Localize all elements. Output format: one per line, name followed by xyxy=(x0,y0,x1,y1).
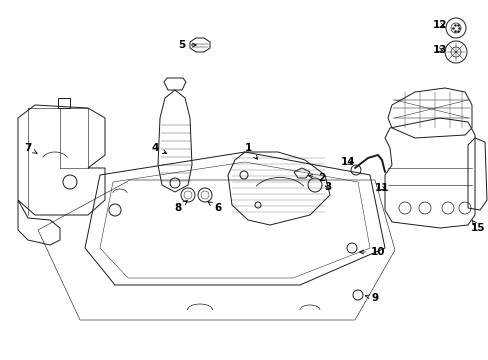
Text: 10: 10 xyxy=(359,247,385,257)
Text: 5: 5 xyxy=(178,40,196,50)
Text: 6: 6 xyxy=(208,202,221,213)
Text: 7: 7 xyxy=(24,143,37,153)
Text: 4: 4 xyxy=(151,143,166,154)
Text: 9: 9 xyxy=(365,293,378,303)
Text: 14: 14 xyxy=(340,157,355,167)
Text: 13: 13 xyxy=(432,45,447,55)
Text: 15: 15 xyxy=(470,220,484,233)
Text: 11: 11 xyxy=(374,183,388,193)
Text: 3: 3 xyxy=(324,182,331,192)
Text: 12: 12 xyxy=(432,20,447,30)
Text: 1: 1 xyxy=(244,143,257,159)
Text: 8: 8 xyxy=(174,201,187,213)
Text: 2: 2 xyxy=(308,173,325,183)
